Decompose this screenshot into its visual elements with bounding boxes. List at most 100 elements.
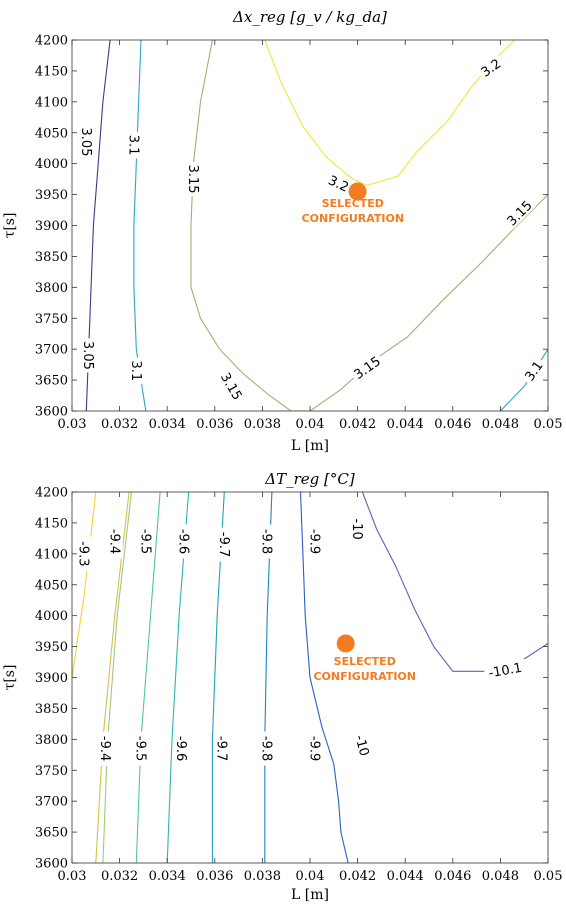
contour-label: -9.6 <box>173 731 190 766</box>
contour-label: -9.6 <box>175 524 192 559</box>
contour-label: -9.7 <box>213 731 230 766</box>
selected-configuration-annotation: SELECTED <box>322 197 384 210</box>
y-tick-label: 4150 <box>35 64 68 79</box>
y-tick-label: 4050 <box>35 578 68 593</box>
contour-line--9_3 <box>72 492 97 678</box>
contour-label-text: -9.5 <box>137 529 152 554</box>
x-tick-label: 0.044 <box>387 869 424 884</box>
x-axis-label: L [m] <box>291 438 329 454</box>
x-tick-label: 0.046 <box>434 417 471 432</box>
contour-label-text: -9.8 <box>259 529 274 554</box>
contour-lines <box>72 492 548 863</box>
contour-line-3_1 <box>133 40 147 411</box>
y-tick-label: 4000 <box>35 609 68 624</box>
y-tick-label: 3700 <box>35 795 68 810</box>
contour-label-text: -9.6 <box>175 529 190 554</box>
y-tick-label: 3800 <box>35 733 68 748</box>
selected-configuration-annotation: SELECTED <box>334 655 396 668</box>
y-tick-label: 4200 <box>35 34 68 49</box>
contour-label-text: -9.9 <box>306 736 321 761</box>
contour-label: -10.1 <box>483 658 527 681</box>
contour-label: 3.15 <box>501 195 537 231</box>
y-tick-label: 3950 <box>35 640 68 655</box>
contour-label-text: -10 <box>351 734 371 758</box>
y-tick-label: 3600 <box>35 857 68 872</box>
contour-label-text: -10 <box>349 518 364 539</box>
contour-label-text: -9.6 <box>173 736 188 761</box>
contour-label: -10 <box>351 730 374 761</box>
y-tick-label: 3650 <box>35 826 68 841</box>
y-tick-label: 3900 <box>35 219 68 234</box>
y-tick-label: 3950 <box>35 188 68 203</box>
y-tick-label: 4200 <box>35 486 68 501</box>
contour-line--10_1 <box>361 492 548 672</box>
x-tick-label: 0.04 <box>296 417 325 432</box>
y-tick-label: 3900 <box>35 671 68 686</box>
contour-label: -9.8 <box>259 731 276 766</box>
contour-label: 3.15 <box>185 162 202 197</box>
x-tick-label: 0.042 <box>339 869 376 884</box>
x-tick-label: 0.048 <box>482 417 519 432</box>
contour-line-3_2 <box>264 40 516 186</box>
y-tick-label: 4150 <box>35 516 68 531</box>
x-tick-label: 0.04 <box>296 869 325 884</box>
contour-label-text: -9.7 <box>216 532 231 557</box>
x-tick-label: 0.032 <box>101 869 138 884</box>
x-tick-label: 0.038 <box>244 869 281 884</box>
contour-line--10 <box>299 492 349 863</box>
x-tick-label: 0.044 <box>387 417 424 432</box>
y-tick-label: 4100 <box>35 547 68 562</box>
y-tick-label: 3650 <box>35 374 68 389</box>
contour-label: -9.4 <box>106 524 123 559</box>
contour-label: -10 <box>349 515 366 543</box>
contour-label: -9.5 <box>137 524 154 559</box>
y-tick-label: 3850 <box>35 250 68 265</box>
chart-panel-1: 0.03 0.032 0.034 0.036 0.038 0.04 0.042 0.044 0.… <box>2 8 562 454</box>
y-tick-label: 4050 <box>35 126 68 141</box>
contour-line--9_6 <box>135 492 161 863</box>
y-tick-label: 3750 <box>35 764 68 779</box>
contour-label-text: 3.05 <box>80 341 95 370</box>
selected-configuration-annotation: CONFIGURATION <box>302 212 404 225</box>
contour-line--9_5 <box>102 492 133 863</box>
x-tick-label: 0.032 <box>101 417 138 432</box>
contour-label: 3.05 <box>78 125 95 159</box>
contour-label-text: -9.4 <box>106 529 121 554</box>
contour-lines <box>85 40 548 411</box>
contour-label-text: 3.05 <box>78 128 93 157</box>
x-tick-label: 0.036 <box>196 869 233 884</box>
selected-configuration-marker <box>336 634 355 653</box>
x-tick-label: 0.034 <box>149 417 186 432</box>
chart-title: Δx_reg [g_v / kg_da] <box>232 8 387 26</box>
x-tick-label: 0.03 <box>58 417 87 432</box>
contour-label-text: -9.9 <box>306 529 321 554</box>
contour-label: -9.8 <box>259 524 276 559</box>
contour-line-3_15 <box>279 194 548 411</box>
contour-label: 3.1 <box>128 357 145 385</box>
contour-label-text: -9.4 <box>97 736 112 761</box>
selected-configuration-annotation: CONFIGURATION <box>313 670 415 683</box>
x-tick-label: 0.034 <box>149 869 186 884</box>
contour-label-text: 3.1 <box>128 360 143 381</box>
contour-label: -9.7 <box>216 527 233 562</box>
axes-box <box>71 39 549 412</box>
y-tick-label: 3600 <box>35 405 68 420</box>
y-tick-label: 3700 <box>35 343 68 358</box>
selected-configuration-marker <box>348 182 367 201</box>
contour-label-text: 3.1 <box>125 135 140 156</box>
contour-label: -9.4 <box>97 731 114 766</box>
x-tick-label: 0.036 <box>196 417 233 432</box>
contour-label-text: 3.15 <box>185 165 200 194</box>
contour-label: 3.2 <box>475 53 506 82</box>
contour-label: 3.1 <box>125 131 142 159</box>
contour-label: 3.05 <box>80 338 97 373</box>
chart-title: ΔT_reg [°C] <box>264 470 355 488</box>
contour-label: -9.3 <box>75 536 92 571</box>
x-tick-label: 0.038 <box>244 417 281 432</box>
chart-panel-2: 0.03 0.032 0.034 0.036 0.038 0.04 0.042 0.044 0.… <box>2 470 562 903</box>
x-tick-label: 0.05 <box>534 417 563 432</box>
x-axis-label: L [m] <box>291 887 329 903</box>
contour-label: 3.1 <box>519 355 548 386</box>
contour-label-text: -9.5 <box>133 736 148 761</box>
y-tick-label: 3750 <box>35 312 68 327</box>
